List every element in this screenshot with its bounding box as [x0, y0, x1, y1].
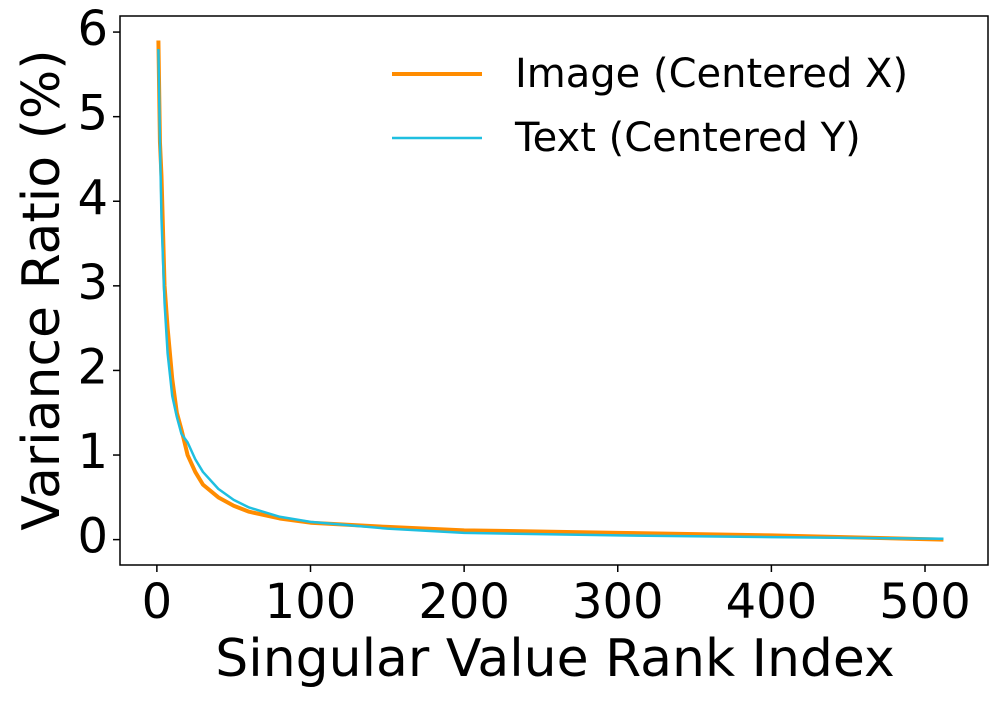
y-axis-label: Variance Ratio (%) — [12, 49, 72, 530]
y-tick-label: 0 — [77, 509, 108, 565]
y-tick-label: 6 — [77, 1, 108, 57]
y-tick-label: 4 — [77, 170, 108, 226]
y-tick-label: 5 — [77, 86, 108, 142]
y-tick-label: 3 — [77, 255, 108, 311]
legend-label: Image (Centered X) — [515, 51, 908, 97]
x-tick-label: 400 — [726, 574, 818, 630]
x-tick-label: 500 — [879, 574, 971, 630]
x-tick-label: 100 — [265, 574, 357, 630]
x-tick-label: 0 — [142, 574, 173, 630]
plot-frame — [119, 15, 989, 566]
x-axis-label: Singular Value Rank Index — [215, 629, 895, 689]
x-tick-label: 300 — [572, 574, 664, 630]
legend-label: Text (Centered Y) — [514, 115, 861, 161]
series-line — [157, 48, 944, 541]
y-tick-label: 2 — [77, 339, 108, 395]
x-tick-label: 200 — [418, 574, 510, 630]
y-tick-label: 1 — [77, 424, 108, 480]
